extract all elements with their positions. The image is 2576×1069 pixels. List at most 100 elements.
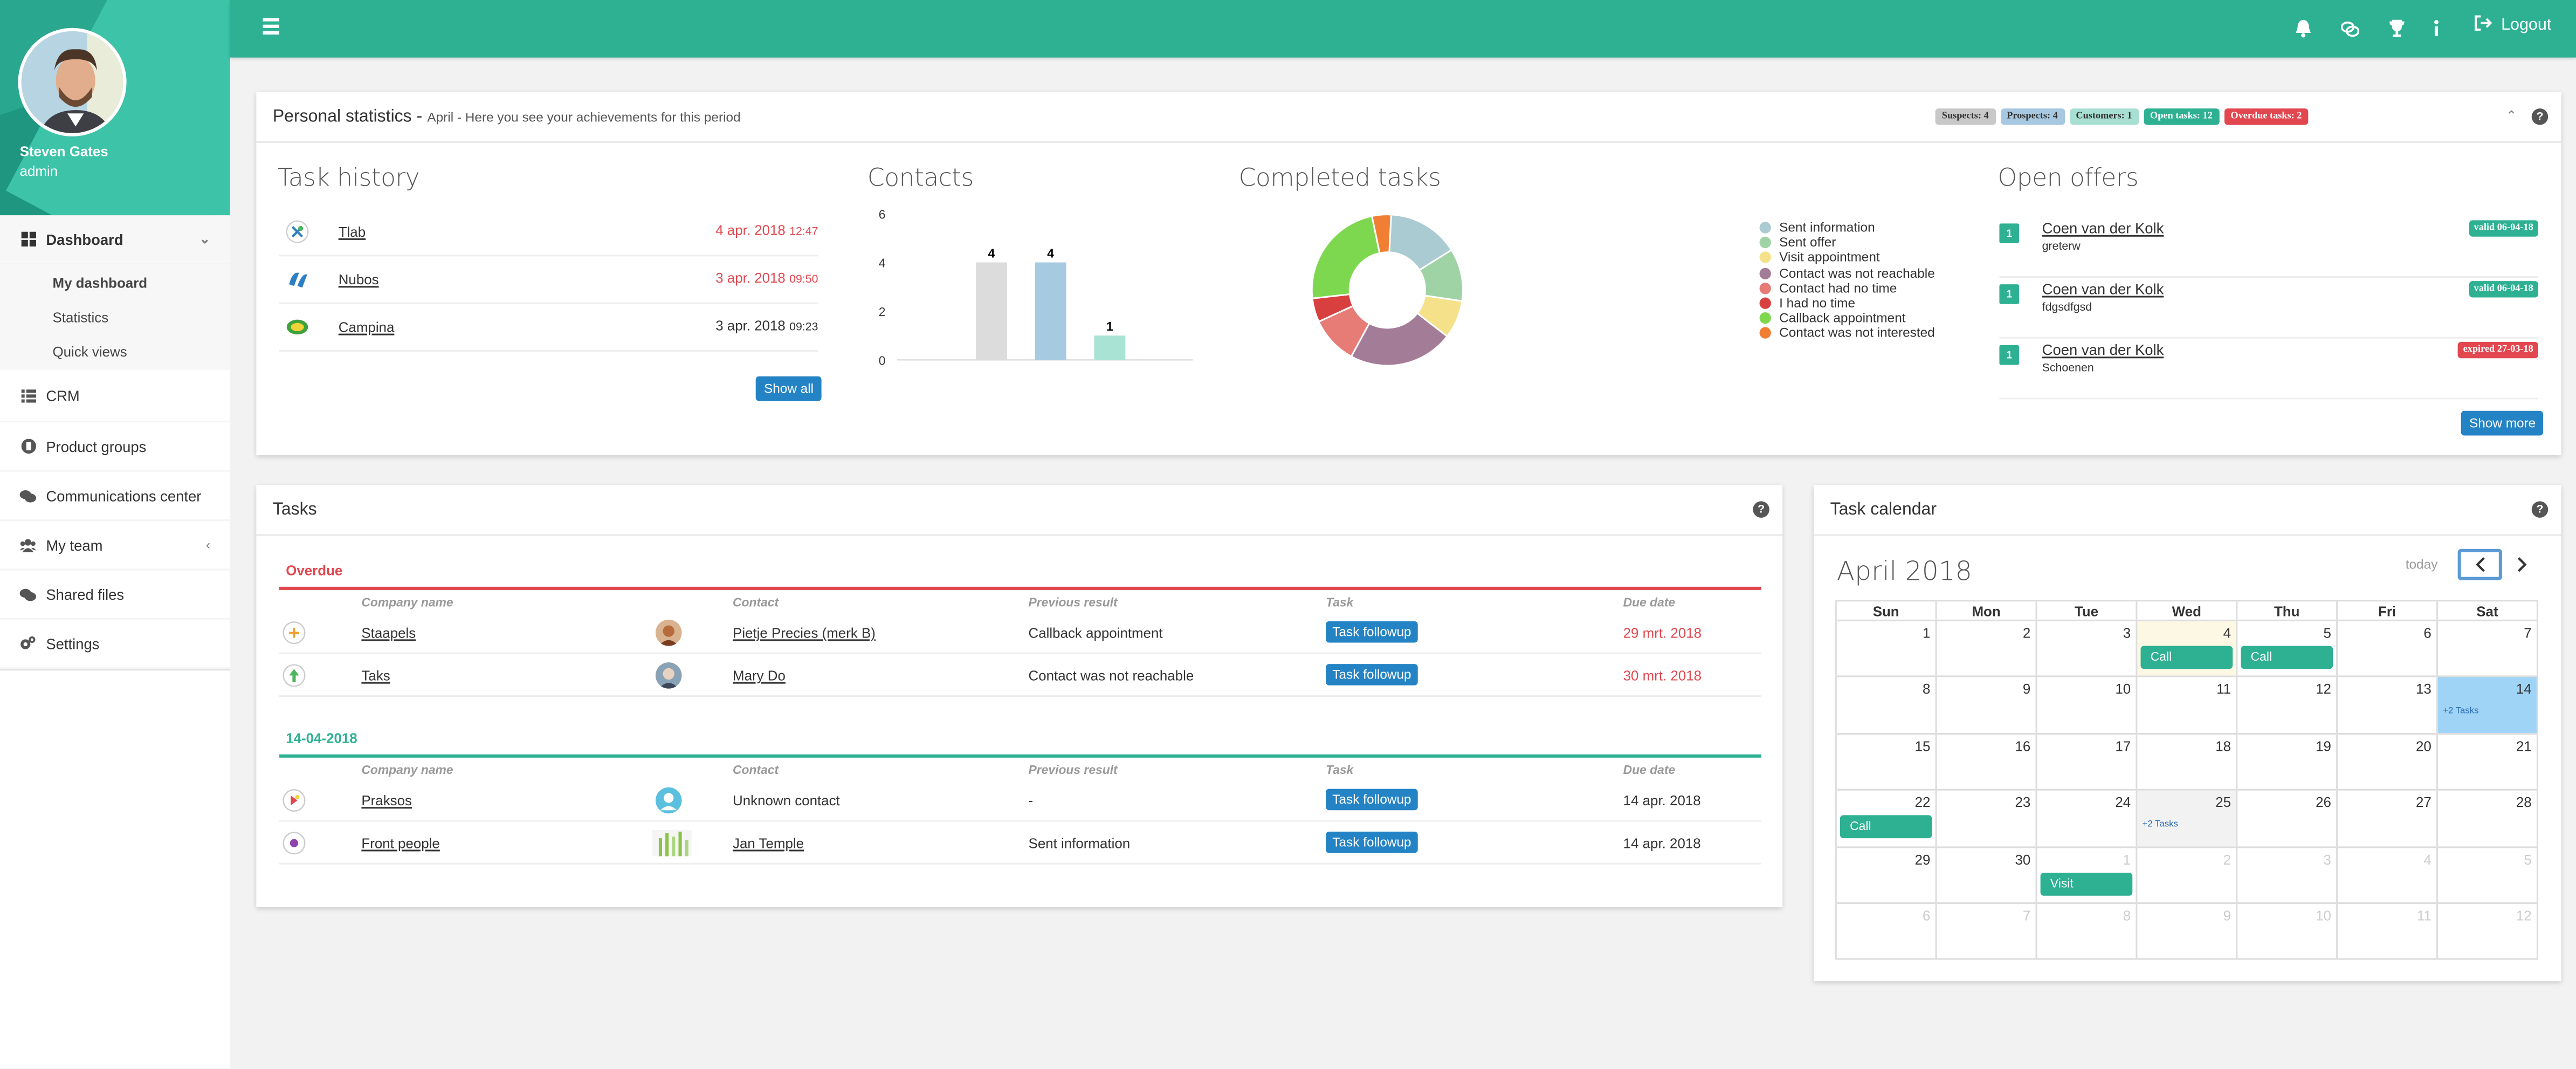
calendar-day[interactable]: 12 [2237, 677, 2338, 733]
sidebar-subitem-quick-views[interactable]: Quick views [0, 333, 230, 370]
calendar-day[interactable]: 2 [2137, 847, 2238, 902]
calendar-day[interactable]: 10 [2037, 677, 2138, 733]
sidebar-item-shared-files[interactable]: Shared files [0, 570, 230, 620]
calendar-day[interactable]: 5 [2438, 847, 2538, 902]
calendar-event[interactable]: Call [2140, 646, 2233, 669]
contact-link[interactable]: Pietje Precies (merk B) [733, 624, 876, 641]
sidebar-subitem-statistics[interactable]: Statistics [0, 299, 230, 334]
calendar-day[interactable]: 12 [2438, 903, 2538, 959]
calendar-day[interactable]: 9 [2137, 903, 2238, 959]
calendar-day[interactable]: 3 [2037, 621, 2138, 676]
calendar-day[interactable]: 6 [1837, 903, 1937, 959]
bar[interactable] [976, 262, 1007, 360]
task-followup-button[interactable]: Task followup [1326, 789, 1418, 811]
calendar-day[interactable]: 8 [2037, 903, 2138, 959]
bell-icon[interactable] [2295, 16, 2315, 38]
sidebar-item-communications-center[interactable]: Communications center [0, 472, 230, 521]
calendar-event[interactable]: Call [2241, 646, 2333, 669]
company-link[interactable]: Front people [361, 834, 440, 852]
calendar-day[interactable]: 24 [2037, 791, 2138, 846]
chat-icon[interactable] [2340, 16, 2361, 37]
calendar-day[interactable]: 7 [2438, 621, 2538, 676]
table-row[interactable]: Front people Jan Temple Sent information… [279, 822, 1761, 865]
table-row[interactable]: Staapels Pietje Precies (merk B) Callbac… [279, 612, 1761, 654]
help-icon[interactable]: ? [2531, 501, 2549, 518]
calendar-day[interactable]: 22 Call [1837, 791, 1937, 846]
show-more-button[interactable]: Show more [2461, 410, 2544, 436]
company-link[interactable]: Staapels [361, 624, 416, 641]
calendar-day[interactable]: 18 [2137, 734, 2238, 790]
sidebar-item-product-groups[interactable]: Product groups [0, 422, 230, 472]
donut-slice[interactable] [1311, 215, 1381, 299]
more-tasks-link[interactable]: +2 Tasks [2443, 707, 2479, 717]
calendar-day[interactable]: 28 [2438, 791, 2538, 846]
sidebar-item-my-team[interactable]: My team ‹ [0, 521, 230, 571]
calendar-day[interactable]: 3 [2237, 847, 2338, 902]
company-link[interactable]: Taks [361, 667, 390, 684]
company-link[interactable]: Praksos [361, 792, 412, 809]
calendar-day[interactable]: 4 [2338, 847, 2439, 902]
calendar-day[interactable]: 10 [2237, 903, 2338, 959]
table-row[interactable]: Praksos Unknown contact - Task followup … [279, 779, 1761, 822]
task-followup-button[interactable]: Task followup [1326, 621, 1418, 643]
calendar-day[interactable]: 6 [2338, 621, 2439, 676]
list-item[interactable]: Tlab 4 apr. 2018 12:47 [279, 209, 818, 257]
contact-link[interactable]: Jan Temple [733, 834, 804, 852]
trophy-icon[interactable] [2389, 16, 2409, 37]
show-all-button[interactable]: Show all [755, 376, 822, 401]
list-item[interactable]: Campina 3 apr. 2018 09:23 [279, 304, 818, 352]
calendar-day[interactable]: 11 [2338, 903, 2439, 959]
calendar-day[interactable]: 15 [1837, 734, 1937, 790]
more-tasks-link[interactable]: +2 Tasks [2142, 820, 2178, 831]
calendar-day[interactable]: 4 Call [2137, 621, 2238, 676]
bar[interactable] [1094, 335, 1126, 360]
calendar-day[interactable]: 19 [2237, 734, 2338, 790]
logout-button[interactable]: Logout [2475, 15, 2551, 36]
help-icon[interactable]: ? [2531, 108, 2549, 125]
info-icon[interactable] [2432, 16, 2451, 37]
calendar-day[interactable]: 29 [1837, 847, 1937, 902]
calendar-event[interactable]: Call [1840, 815, 1932, 839]
task-followup-button[interactable]: Task followup [1326, 664, 1418, 686]
bar[interactable] [1035, 262, 1066, 360]
collapse-icon[interactable]: ⌃ [2505, 108, 2517, 124]
offer-contact-link[interactable]: Coen van der Kolk [2042, 281, 2164, 298]
prev-month-button[interactable] [2457, 549, 2502, 580]
menu-toggle-icon[interactable] [263, 18, 280, 35]
calendar-day[interactable]: 25 +2 Tasks [2137, 791, 2238, 846]
task-followup-button[interactable]: Task followup [1326, 831, 1418, 853]
calendar-day[interactable]: 14 +2 Tasks [2438, 677, 2538, 733]
calendar-day[interactable]: 11 [2137, 677, 2238, 733]
offer-item[interactable]: 1 Coen van der Kolk fdgsdfgsd valid 06-0… [1999, 278, 2538, 339]
sidebar-item-dashboard[interactable]: Dashboard ⌄ [0, 215, 230, 265]
calendar-day[interactable]: 23 [1937, 791, 2037, 846]
donut-slice[interactable] [1370, 214, 1392, 255]
company-link[interactable]: Nubos [338, 271, 379, 288]
calendar-day[interactable]: 1 [1837, 621, 1937, 676]
company-link[interactable]: Campina [338, 319, 395, 335]
offer-item[interactable]: 1 Coen van der Kolk greterw valid 06-04-… [1999, 217, 2538, 278]
calendar-day[interactable]: 27 [2338, 791, 2439, 846]
calendar-day[interactable]: 20 [2338, 734, 2439, 790]
contact-link[interactable]: Mary Do [733, 667, 786, 684]
offer-item[interactable]: 1 Coen van der Kolk Schoenen expired 27-… [1999, 339, 2538, 400]
calendar-day[interactable]: 9 [1937, 677, 2037, 733]
sidebar-item-settings[interactable]: Settings [0, 620, 230, 669]
sidebar-subitem-my-dashboard[interactable]: My dashboard [0, 264, 230, 299]
donut-slice[interactable] [1350, 312, 1449, 367]
calendar-event[interactable]: Visit [2040, 872, 2133, 895]
calendar-day[interactable]: 26 [2237, 791, 2338, 846]
calendar-day[interactable]: 1 Visit [2037, 847, 2138, 902]
calendar-day[interactable]: 13 [2338, 677, 2439, 733]
calendar-day[interactable]: 7 [1937, 903, 2037, 959]
today-button[interactable]: today [2405, 557, 2438, 572]
next-month-button[interactable] [2505, 551, 2538, 579]
calendar-day[interactable]: 17 [2037, 734, 2138, 790]
calendar-day[interactable]: 5 Call [2237, 621, 2338, 676]
calendar-day[interactable]: 8 [1837, 677, 1937, 733]
offer-contact-link[interactable]: Coen van der Kolk [2042, 341, 2164, 359]
calendar-day[interactable]: 21 [2438, 734, 2538, 790]
calendar-day[interactable]: 30 [1937, 847, 2037, 902]
offer-contact-link[interactable]: Coen van der Kolk [2042, 220, 2164, 237]
company-link[interactable]: Tlab [338, 223, 366, 240]
